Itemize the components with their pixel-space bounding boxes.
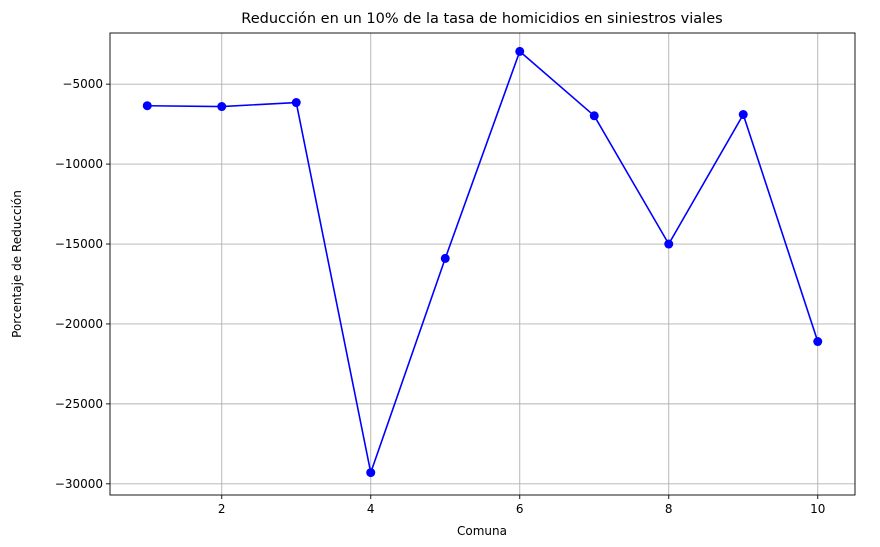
y-tick-label: −20000: [55, 317, 103, 331]
tick-labels: 2 4 6 8 10 −30000 −25000 −20000 −15000 −10000 −500…: [55, 77, 826, 516]
x-axis-title: Comuna: [457, 524, 507, 538]
data-point: [217, 102, 227, 112]
data-point: [366, 468, 376, 478]
data-point: [515, 46, 525, 56]
y-tick-label: −30000: [55, 477, 103, 491]
tick-marks: [106, 83, 819, 499]
data-point: [738, 110, 748, 120]
y-axis-title: Porcentaje de Reducción: [10, 190, 24, 338]
plot-area-background: [110, 33, 855, 495]
y-tick-label: −15000: [55, 237, 103, 251]
y-tick-label: −25000: [55, 397, 103, 411]
data-point: [664, 239, 674, 249]
x-tick-label: 10: [810, 502, 825, 516]
y-tick-label: −5000: [62, 77, 103, 91]
x-tick-label: 4: [367, 502, 375, 516]
series-layer: [142, 46, 823, 478]
data-point: [589, 111, 599, 121]
data-point: [440, 253, 450, 263]
x-tick-label: 8: [665, 502, 673, 516]
data-point: [142, 101, 152, 111]
series-line: [147, 50, 819, 474]
x-tick-label: 2: [218, 502, 226, 516]
plot-area-frame: [109, 32, 856, 496]
chart-title: Reducción en un 10% de la tasa de homici…: [241, 11, 722, 27]
grid-lines: [110, 33, 855, 495]
data-point: [813, 337, 823, 347]
y-tick-label: −10000: [55, 157, 103, 171]
x-tick-label: 6: [516, 502, 524, 516]
data-point: [291, 98, 301, 108]
